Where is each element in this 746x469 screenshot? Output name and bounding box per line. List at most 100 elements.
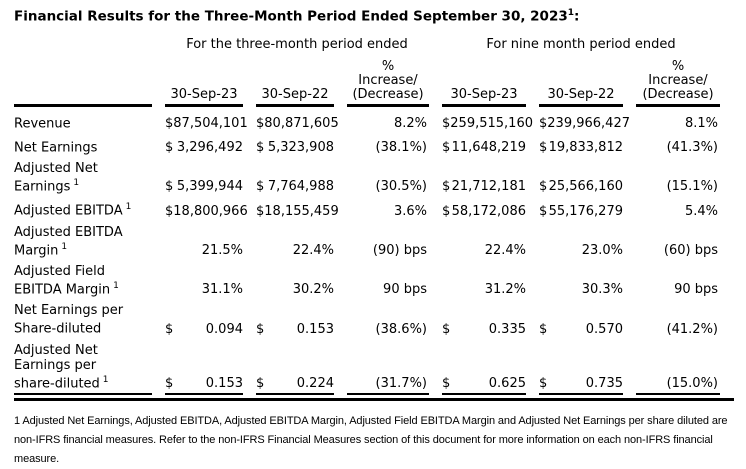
pct-change: (31.7%) bbox=[375, 376, 427, 392]
pct-change: (60) bps bbox=[663, 243, 719, 259]
amount: 58,172,086 bbox=[451, 203, 526, 219]
pct-change-cell: 3.6% bbox=[347, 194, 429, 219]
amount: 21.5% bbox=[201, 243, 243, 259]
currency-sign: $ bbox=[539, 321, 548, 337]
amount: 30.2% bbox=[292, 282, 334, 298]
row-label: Adjusted Net Earnings per share-diluted 1 bbox=[14, 337, 152, 396]
pct-change-cell: (90) bps bbox=[347, 219, 429, 258]
page-title-footnote-marker: 1 bbox=[567, 8, 575, 18]
currency-sign: $ bbox=[442, 179, 451, 195]
amount: 0.570 bbox=[585, 321, 623, 337]
table-row-adjusted-ebitda: Adjusted EBITDA 1 $18,800,966 $18,155,459… bbox=[14, 194, 720, 218]
pct-change: 90 bps bbox=[674, 282, 719, 298]
currency-sign: $ bbox=[165, 179, 174, 195]
value-cell: $0.570 bbox=[539, 297, 623, 337]
currency-sign: $ bbox=[442, 321, 451, 337]
value-cell: $5,323,908 bbox=[256, 131, 334, 155]
pct-header-line2: Increase/ bbox=[358, 72, 418, 88]
amount: 3,296,492 bbox=[176, 140, 243, 156]
row-footnote-marker: 1 bbox=[73, 178, 80, 189]
column-header-9m-prior: 30-Sep-22 bbox=[539, 60, 623, 107]
pct-change: (41.3%) bbox=[666, 140, 719, 156]
currency-sign: $ bbox=[256, 203, 265, 219]
pct-change-cell: (30.5%) bbox=[347, 155, 429, 194]
pct-change: 3.6% bbox=[393, 203, 427, 219]
amount: 25,566,160 bbox=[548, 179, 623, 195]
table-bottom-rule bbox=[14, 398, 734, 402]
page-title-colon: : bbox=[574, 8, 580, 25]
row-label-text: Adjusted EBITDA Margin bbox=[14, 224, 123, 259]
value-cell: $18,155,459 bbox=[256, 194, 339, 219]
value-cell: $7,764,988 bbox=[256, 155, 334, 194]
row-label: Adjusted Net Earnings 1 bbox=[14, 155, 152, 194]
currency-sign: $ bbox=[539, 376, 548, 392]
row-label-text: Net Earnings bbox=[14, 140, 98, 156]
row-label: Adjusted EBITDA Margin 1 bbox=[14, 219, 152, 258]
column-header-9m-pct-change: % Increase/ (Decrease) bbox=[636, 59, 721, 107]
value-cell: 22.4% bbox=[442, 219, 526, 258]
table-row-adjusted-net-earnings-per-share-diluted: Adjusted Net Earnings per share-diluted 1… bbox=[14, 337, 721, 396]
amount: 55,176,279 bbox=[548, 203, 623, 219]
pct-header-line3: (Decrease) bbox=[642, 86, 714, 102]
group-header-spacer bbox=[14, 37, 152, 60]
pct-change: 8.2% bbox=[393, 115, 427, 131]
currency-sign: $ bbox=[165, 376, 174, 392]
pct-header-line2: Increase/ bbox=[648, 72, 708, 88]
amount: 22.4% bbox=[484, 243, 526, 259]
value-cell: 23.0% bbox=[539, 219, 623, 258]
currency-sign: $ bbox=[165, 321, 174, 337]
amount: 31.2% bbox=[484, 282, 526, 298]
row-label: Adjusted EBITDA 1 bbox=[14, 194, 152, 218]
page-title-text: Financial Results for the Three-Month Pe… bbox=[14, 8, 568, 25]
row-label: Net Earnings bbox=[14, 131, 152, 155]
value-cell: $0.224 bbox=[256, 337, 334, 396]
value-cell: 31.2% bbox=[442, 258, 526, 297]
pct-change-cell: (41.3%) bbox=[636, 131, 720, 155]
row-footnote-marker: 1 bbox=[61, 241, 68, 252]
amount: 0.094 bbox=[205, 321, 243, 337]
pct-change-cell: (41.2%) bbox=[636, 297, 720, 337]
pct-change-cell: 8.1% bbox=[636, 107, 720, 131]
pct-header-line3: (Decrease) bbox=[352, 86, 424, 102]
currency-sign: $ bbox=[539, 140, 548, 156]
table-row-adjusted-field-ebitda-margin: Adjusted Field EBITDA Margin 1 31.1% 30.2… bbox=[14, 258, 720, 297]
amount: 0.625 bbox=[488, 376, 526, 392]
currency-sign: $ bbox=[256, 140, 265, 156]
amount: 21,712,181 bbox=[451, 179, 526, 195]
amount: 5,323,908 bbox=[267, 140, 334, 156]
amount: 0.224 bbox=[296, 376, 334, 392]
value-cell: $0.153 bbox=[256, 297, 334, 337]
currency-sign: $ bbox=[442, 203, 451, 219]
currency-sign: $ bbox=[442, 140, 451, 156]
value-cell: $58,172,086 bbox=[442, 194, 526, 219]
amount: 259,515,160 bbox=[450, 115, 533, 131]
table-row-revenue: Revenue $87,504,101 $80,871,605 8.2% $25… bbox=[14, 107, 720, 131]
row-label-text: Adjusted Net Earnings bbox=[14, 161, 98, 195]
pct-change: (41.2%) bbox=[666, 321, 719, 337]
value-cell: $19,833,812 bbox=[539, 131, 623, 155]
currency-sign: $ bbox=[256, 115, 265, 131]
pct-change: (30.5%) bbox=[375, 179, 427, 195]
group-header-nine-month: For nine month period ended bbox=[486, 36, 676, 52]
table-row-net-earnings-per-share-diluted: Net Earnings per Share-diluted $0.094 $0… bbox=[14, 297, 720, 336]
amount: 5,399,944 bbox=[176, 179, 243, 195]
amount: 31.1% bbox=[201, 282, 243, 298]
currency-sign: $ bbox=[256, 179, 265, 195]
amount: 11,648,219 bbox=[451, 140, 526, 156]
currency-sign: $ bbox=[539, 203, 548, 219]
amount: 19,833,812 bbox=[548, 140, 623, 156]
amount: 0.153 bbox=[205, 376, 243, 392]
row-label-text: Net Earnings per Share-diluted bbox=[14, 303, 124, 337]
pct-change-cell: 8.2% bbox=[347, 107, 429, 131]
pct-change-cell: (15.1%) bbox=[636, 155, 720, 194]
footnote-text: 1 Adjusted Net Earnings, Adjusted EBITDA… bbox=[14, 415, 728, 466]
row-label-text: Adjusted EBITDA bbox=[14, 203, 123, 219]
row-label-text: Adjusted Net Earnings per share-diluted bbox=[14, 342, 100, 392]
pct-change: (38.1%) bbox=[375, 140, 427, 156]
amount: 80,871,605 bbox=[264, 115, 339, 131]
value-cell: 30.2% bbox=[256, 258, 334, 297]
pct-change: 5.4% bbox=[684, 203, 719, 219]
row-label-text: Revenue bbox=[14, 115, 71, 131]
pct-change: (90) bps bbox=[372, 243, 427, 259]
currency-sign: $ bbox=[165, 115, 174, 131]
